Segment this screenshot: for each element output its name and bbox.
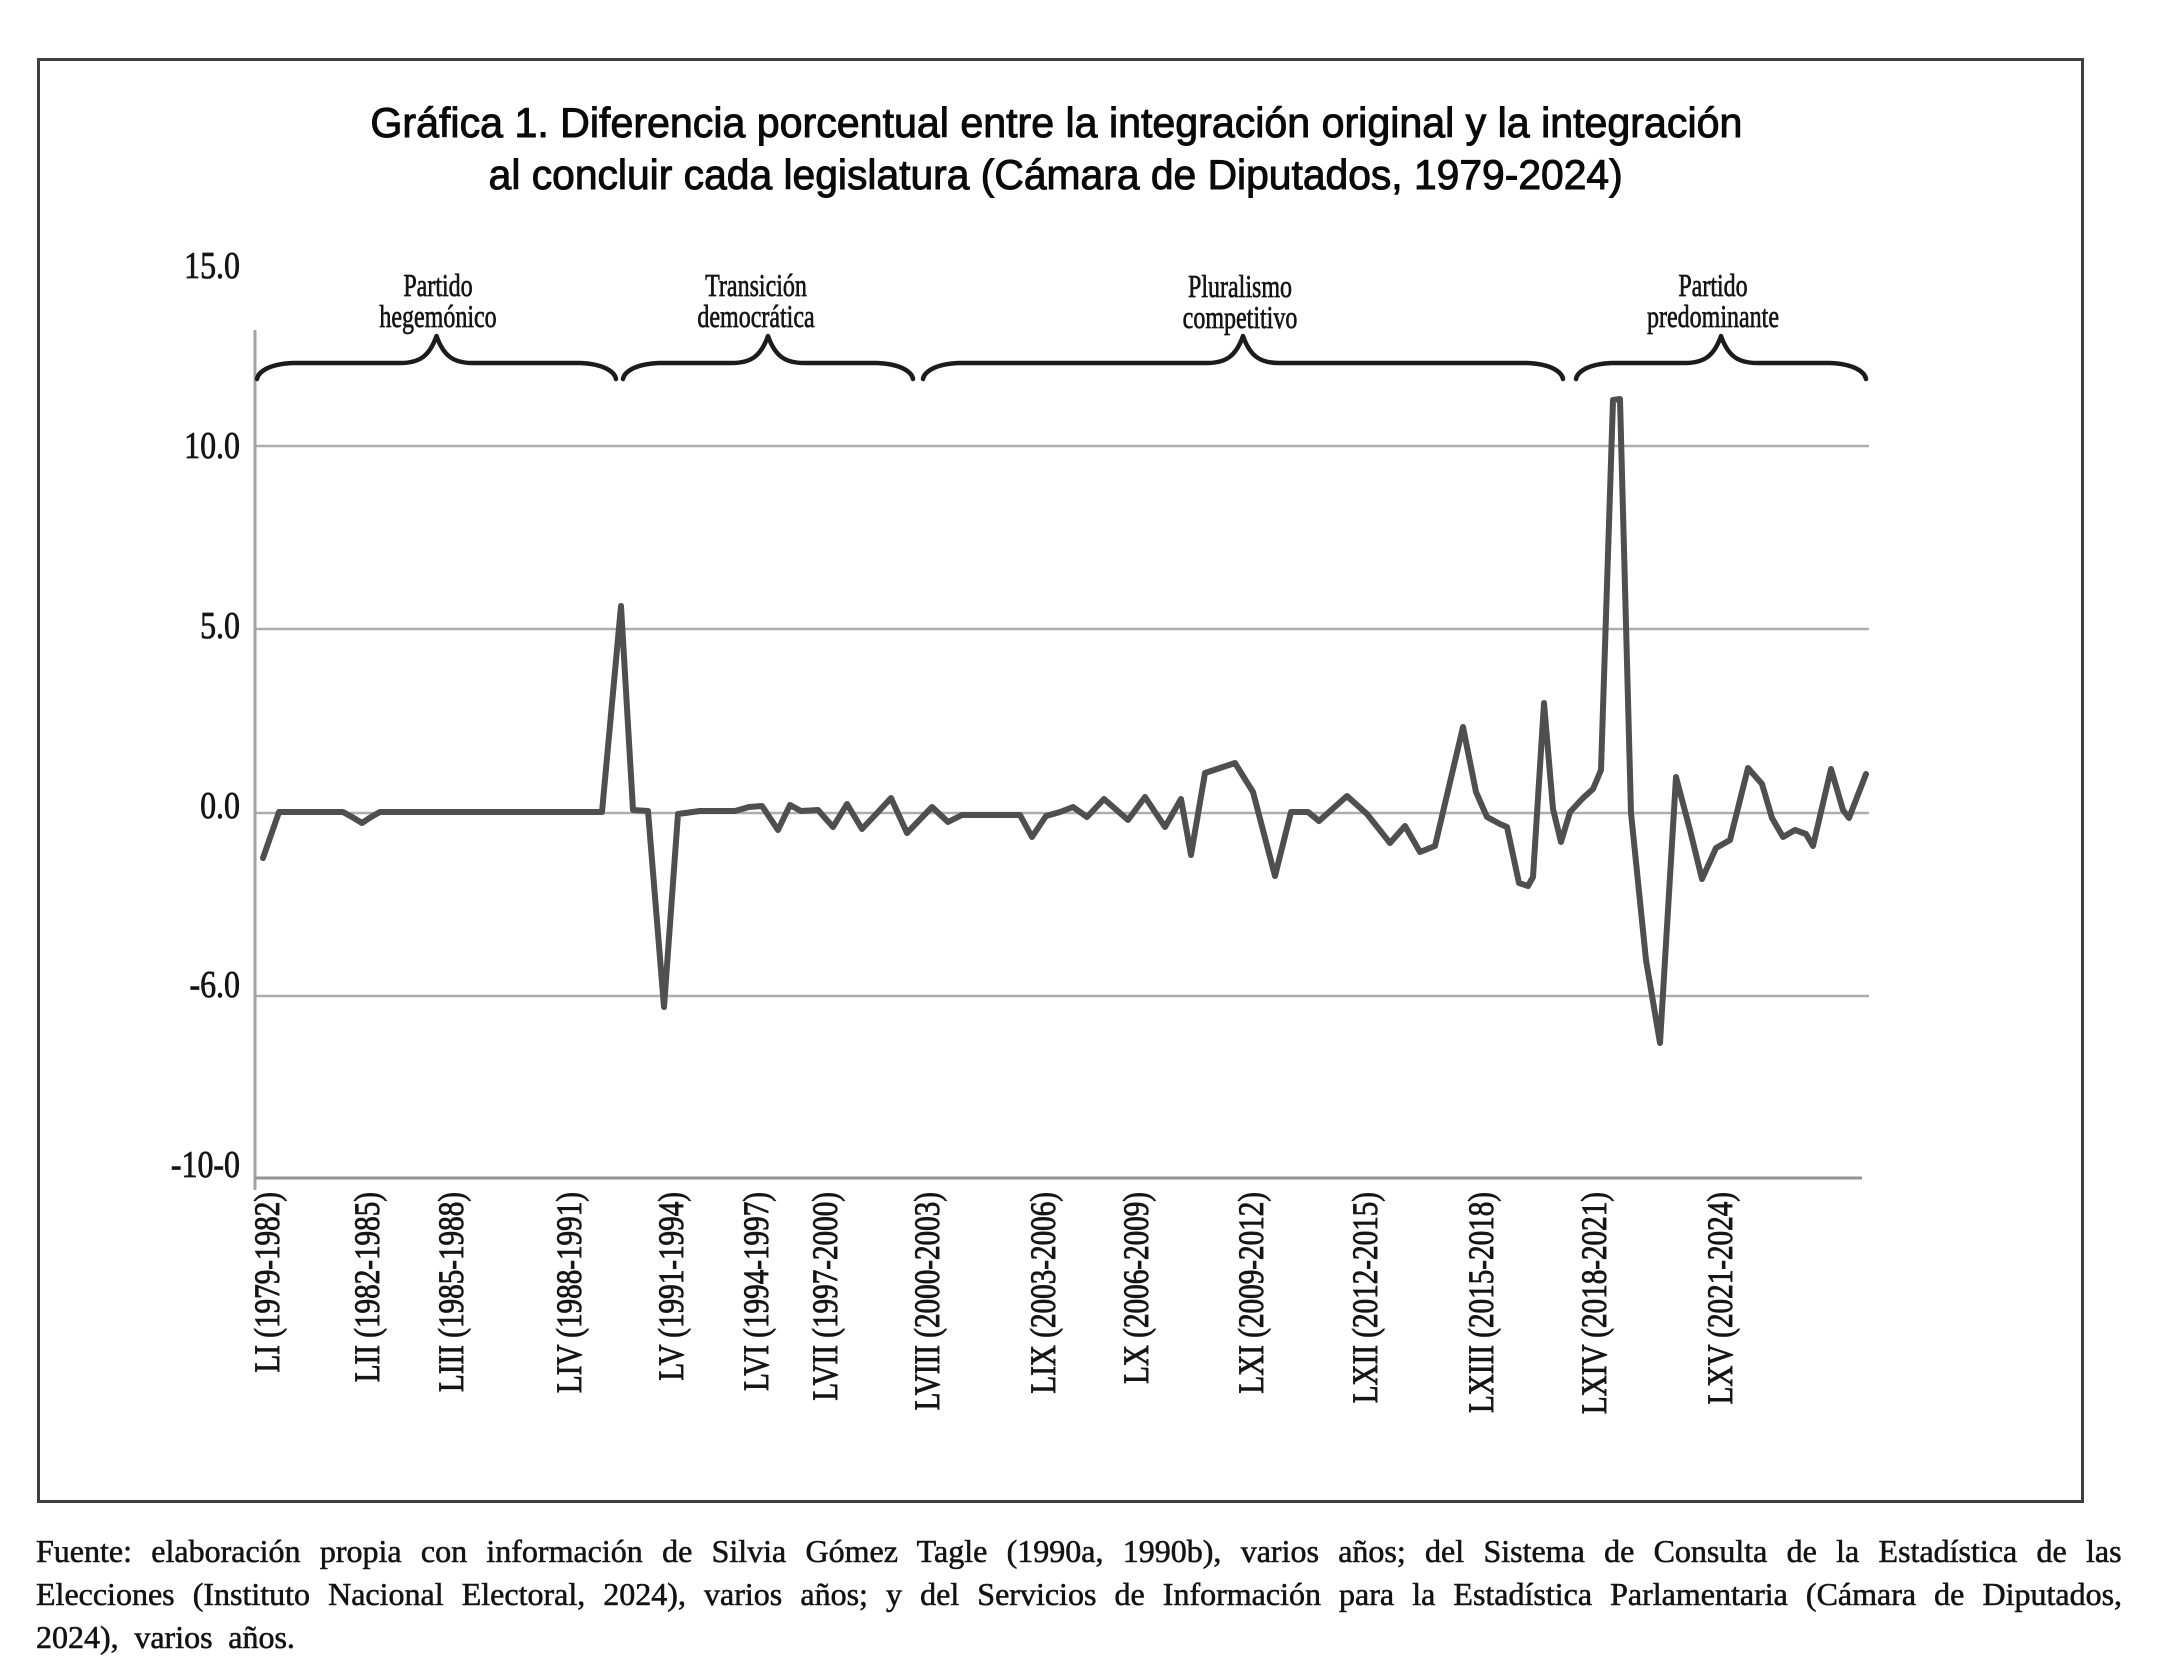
- svg-text:LII (1982-1985): LII (1982-1985): [348, 1192, 388, 1382]
- svg-text:LXV (2021-2024): LXV (2021-2024): [1701, 1192, 1741, 1404]
- svg-text:LXI (2009-2012): LXI (2009-2012): [1232, 1192, 1272, 1394]
- svg-text:LV (1991-1994): LV (1991-1994): [652, 1192, 692, 1381]
- svg-text:LXII (2012-2015): LXII (2012-2015): [1346, 1192, 1386, 1403]
- svg-text:LX (2006-2009): LX (2006-2009): [1117, 1192, 1157, 1384]
- svg-text:LIX (2003-2006): LIX (2003-2006): [1024, 1192, 1064, 1394]
- svg-text:LIV (1988-1991): LIV (1988-1991): [550, 1192, 590, 1393]
- svg-text:LVI (1994-1997): LVI (1994-1997): [737, 1192, 777, 1391]
- svg-text:LIII (1985-1988): LIII (1985-1988): [432, 1192, 472, 1392]
- svg-text:LVIII (2000-2003): LVIII (2000-2003): [908, 1192, 948, 1410]
- svg-text:LXIII (2015-2018): LXIII (2015-2018): [1462, 1192, 1502, 1413]
- svg-text:LXIV (2018-2021): LXIV (2018-2021): [1575, 1192, 1615, 1414]
- svg-text:LI (1979-1982): LI (1979-1982): [248, 1192, 288, 1373]
- svg-text:LVII (1997-2000): LVII (1997-2000): [806, 1192, 846, 1401]
